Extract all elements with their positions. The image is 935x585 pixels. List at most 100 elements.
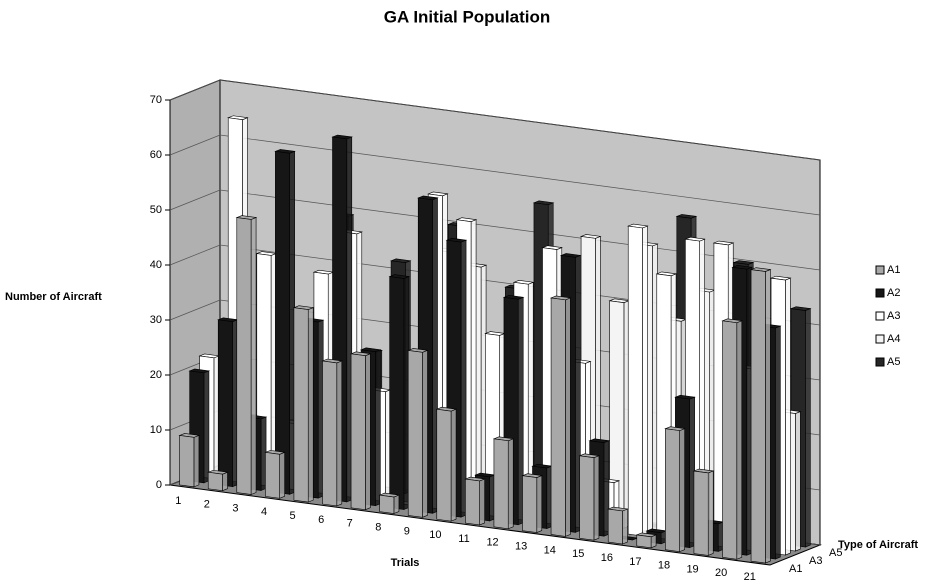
x-tick-label: 19	[686, 563, 698, 575]
bar	[322, 360, 338, 507]
bar	[379, 494, 395, 514]
y-tick-label: 10	[150, 424, 162, 436]
z-tick-label: A1	[789, 563, 802, 575]
legend-label: A3	[887, 310, 900, 322]
y-tick-label: 30	[150, 314, 162, 326]
legend-swatch	[875, 357, 885, 367]
bar-side	[565, 297, 571, 537]
bar-side	[679, 428, 685, 553]
x-tick-label: 10	[429, 529, 441, 541]
legend-swatch	[875, 288, 885, 298]
bar	[350, 353, 366, 511]
bar-side	[307, 307, 314, 503]
bar-side	[785, 277, 791, 556]
bar	[636, 534, 652, 549]
bar	[493, 438, 509, 530]
legend-swatch	[875, 265, 885, 275]
bar-side	[393, 494, 400, 514]
bar	[693, 470, 709, 556]
bar-side	[470, 219, 477, 514]
bar	[179, 435, 195, 488]
bar	[207, 471, 223, 492]
bar	[522, 475, 538, 533]
bar	[465, 478, 480, 526]
bar-side	[775, 325, 781, 560]
bar-side	[795, 411, 801, 552]
y-axis-label: Number of Aircraft	[5, 291, 102, 303]
x-tick-label: 5	[290, 510, 296, 522]
bar	[665, 428, 680, 552]
x-tick-label: 12	[486, 537, 498, 549]
x-tick-label: 6	[318, 514, 324, 526]
bar-side	[250, 217, 257, 495]
x-tick-label: 8	[375, 521, 381, 533]
grid-line	[169, 244, 821, 326]
legend-label: A5	[887, 356, 900, 368]
x-tick-label: 9	[404, 525, 410, 537]
legend-label: A2	[887, 287, 900, 299]
bar-side	[422, 349, 428, 518]
bar-side	[336, 360, 343, 507]
legend-swatch	[875, 311, 885, 321]
z-tick-label: A5	[829, 547, 842, 559]
y-tick-label: 20	[150, 369, 162, 381]
bar	[607, 508, 623, 545]
z-axis-label: Type of Aircraft	[838, 539, 918, 551]
legend-swatch	[875, 334, 885, 344]
bar-side	[193, 434, 200, 488]
x-tick-label: 3	[232, 502, 238, 514]
x-tick-label: 21	[744, 571, 756, 583]
bar-side	[203, 370, 210, 484]
x-tick-label: 2	[204, 499, 210, 511]
bar	[627, 225, 643, 537]
grid-line	[169, 189, 821, 271]
bar	[579, 455, 595, 541]
y-tick-label: 40	[150, 259, 162, 271]
bar	[750, 269, 766, 564]
bar	[265, 452, 280, 499]
bar	[436, 408, 452, 522]
bar-side	[642, 225, 648, 537]
x-tick-label: 18	[658, 560, 670, 572]
x-tick-label: 15	[572, 548, 584, 560]
bar	[275, 151, 290, 495]
x-tick-label: 1	[175, 495, 181, 507]
bar-side	[736, 320, 743, 560]
x-tick-label: 7	[347, 518, 353, 530]
grid-line	[169, 134, 821, 216]
bar	[550, 297, 566, 537]
bar-side	[460, 239, 467, 518]
bar-side	[765, 269, 771, 564]
legend-label: A1	[887, 264, 900, 276]
bar	[722, 320, 738, 560]
x-tick-label: 20	[715, 567, 727, 579]
bar-side	[375, 349, 381, 507]
x-tick-label: 16	[601, 552, 613, 564]
bar	[293, 307, 309, 503]
bar-side	[479, 478, 485, 526]
bar-side	[222, 471, 228, 492]
bar-side	[707, 470, 714, 556]
bar-side	[593, 455, 600, 541]
x-tick-label: 11	[458, 533, 469, 545]
bar	[389, 276, 405, 510]
bar-side	[279, 451, 285, 499]
bar-side	[507, 438, 514, 530]
z-tick-label: A3	[809, 555, 822, 567]
y-tick-label: 70	[150, 94, 162, 106]
bar-side	[622, 508, 628, 545]
x-tick-label: 17	[629, 556, 641, 568]
bar	[236, 217, 252, 495]
grid-line	[169, 79, 821, 161]
bar	[217, 319, 233, 488]
y-tick-label: 50	[150, 204, 162, 216]
bar-side	[536, 475, 543, 534]
x-tick-label: 14	[544, 544, 556, 556]
y-tick-label: 0	[156, 479, 162, 491]
x-tick-label: 13	[515, 541, 527, 553]
bar-side	[365, 353, 371, 511]
bar	[407, 350, 423, 518]
x-tick-label: 4	[261, 506, 267, 518]
x-axis-label: Trials	[391, 557, 420, 569]
